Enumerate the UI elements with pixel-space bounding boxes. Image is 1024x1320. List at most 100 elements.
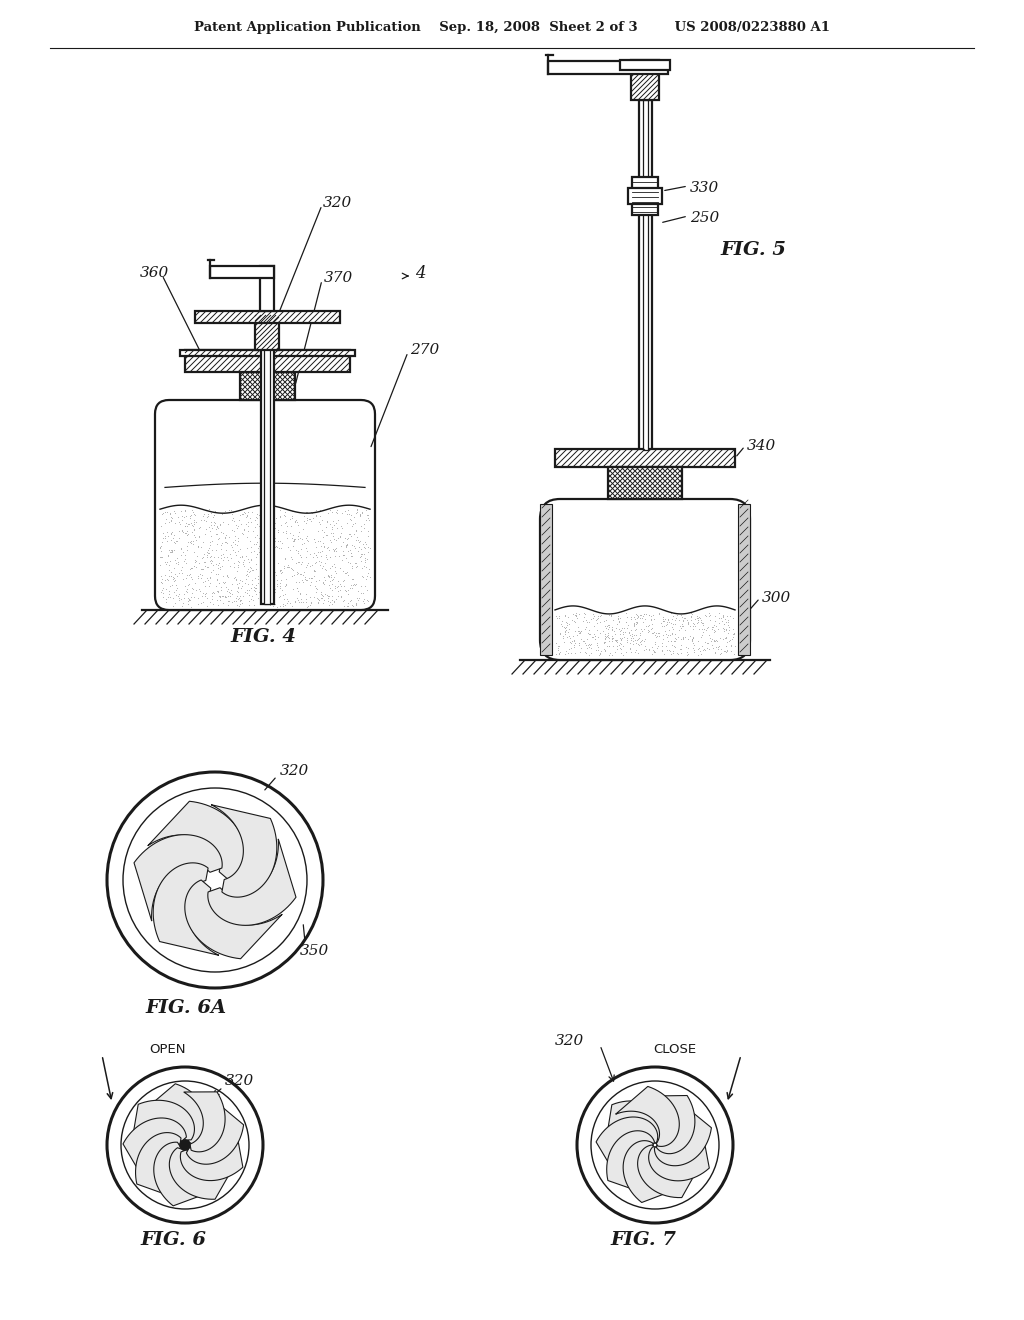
Point xyxy=(275,556,292,577)
Point xyxy=(724,628,740,649)
Point xyxy=(256,541,272,562)
Point xyxy=(623,607,639,628)
Point xyxy=(587,626,603,647)
Point xyxy=(278,574,294,595)
Point xyxy=(722,606,738,627)
Point xyxy=(560,619,577,640)
Point xyxy=(351,504,368,525)
Point xyxy=(606,620,623,642)
Point xyxy=(195,585,211,606)
Point xyxy=(340,583,356,605)
Point xyxy=(292,527,308,548)
Point xyxy=(209,516,225,537)
Point xyxy=(272,537,289,558)
Point xyxy=(298,569,314,590)
Point xyxy=(632,619,648,640)
Point xyxy=(717,609,733,630)
Point xyxy=(607,631,624,652)
Point xyxy=(224,502,241,523)
Point xyxy=(317,524,334,545)
Point xyxy=(684,628,700,649)
Point xyxy=(233,545,250,566)
Point xyxy=(705,616,721,638)
Point xyxy=(687,616,703,638)
Point xyxy=(335,532,351,553)
Point xyxy=(262,558,279,579)
Point xyxy=(299,552,315,573)
Point xyxy=(335,541,351,562)
Point xyxy=(331,546,347,568)
Point xyxy=(694,624,711,645)
Point xyxy=(159,529,175,550)
Point xyxy=(592,643,608,664)
Point xyxy=(340,528,356,549)
Point xyxy=(244,502,260,523)
Point xyxy=(274,579,291,601)
Point xyxy=(360,541,377,562)
Point xyxy=(700,632,717,653)
Point xyxy=(355,517,372,539)
Point xyxy=(297,589,313,610)
Point xyxy=(708,631,724,652)
Bar xyxy=(240,372,295,400)
Point xyxy=(622,624,638,645)
Point xyxy=(271,577,288,598)
Point xyxy=(211,586,227,607)
Point xyxy=(726,643,742,664)
Point xyxy=(623,619,639,640)
Point xyxy=(179,578,196,599)
Point xyxy=(260,585,276,606)
Point xyxy=(165,566,181,587)
Point xyxy=(635,612,651,634)
Point xyxy=(191,527,208,548)
Point xyxy=(599,615,615,636)
Point xyxy=(602,643,618,664)
Point xyxy=(578,609,594,630)
Point xyxy=(179,513,196,535)
Point xyxy=(715,606,731,627)
Point xyxy=(673,643,689,664)
Point xyxy=(351,506,368,527)
Point xyxy=(319,565,336,586)
Point xyxy=(309,591,326,612)
Point xyxy=(358,510,375,531)
Point xyxy=(175,541,191,562)
Point xyxy=(208,540,224,561)
Point xyxy=(229,577,246,598)
Point xyxy=(298,583,314,605)
Point xyxy=(282,508,298,529)
Point xyxy=(173,562,189,583)
Point xyxy=(351,504,368,525)
Point xyxy=(644,622,660,643)
Point xyxy=(258,543,274,564)
Point xyxy=(243,578,259,599)
Point xyxy=(720,614,736,635)
Point xyxy=(296,511,312,532)
Point xyxy=(636,631,652,652)
Point xyxy=(176,544,193,565)
Point xyxy=(272,560,289,581)
Point xyxy=(701,606,718,627)
Point xyxy=(314,532,331,553)
Point xyxy=(314,572,331,593)
Point xyxy=(623,632,639,653)
Point xyxy=(239,537,255,558)
Point xyxy=(335,544,351,565)
Point xyxy=(555,626,571,647)
Point xyxy=(224,519,241,540)
Point xyxy=(303,511,319,532)
Point xyxy=(281,557,297,578)
Point xyxy=(305,587,322,609)
Point xyxy=(325,570,341,591)
Point xyxy=(264,558,281,579)
Point xyxy=(227,590,244,611)
Point xyxy=(287,511,303,532)
Point xyxy=(713,643,729,664)
Point xyxy=(315,499,332,520)
Point xyxy=(302,574,318,595)
Point xyxy=(340,595,356,616)
Point xyxy=(716,619,732,640)
Point xyxy=(271,529,288,550)
Point xyxy=(234,593,251,614)
Point xyxy=(589,632,605,653)
